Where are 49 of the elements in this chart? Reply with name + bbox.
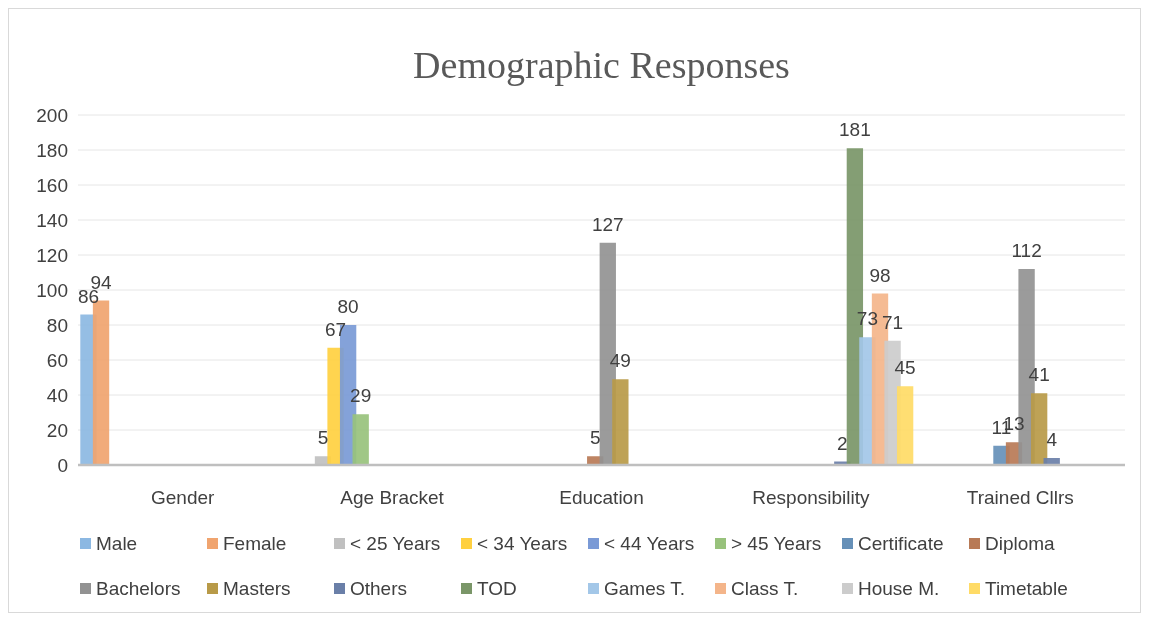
legend-label: Female: [223, 533, 287, 554]
data-label: 181: [839, 119, 871, 141]
y-tick-label: 140: [36, 210, 68, 231]
legend-label: Diploma: [985, 533, 1056, 554]
data-label: 49: [609, 350, 631, 372]
data-label: 2: [837, 432, 848, 454]
y-tick-label: 80: [46, 315, 68, 336]
legend-label: Timetable: [985, 578, 1068, 599]
legend-label: Bachelors: [96, 578, 181, 599]
legend-label: < 34 Years: [477, 533, 568, 554]
legend-label: < 44 Years: [604, 533, 695, 554]
legend-label: Games T.: [604, 578, 685, 599]
y-tick-label: 180: [36, 140, 68, 161]
data-label: 4: [1046, 429, 1058, 450]
data-label: 5: [589, 427, 601, 449]
legend-label: TOD: [477, 578, 517, 599]
legend-label: Certificate: [858, 533, 944, 554]
x-tick-label: Gender: [151, 487, 216, 508]
y-tick-label: 40: [46, 385, 68, 406]
data-label: 80: [337, 296, 359, 317]
bar: [896, 386, 914, 465]
legend-label: Masters: [223, 578, 291, 599]
y-tick-label: 0: [57, 455, 68, 476]
data-label: 41: [1028, 364, 1050, 386]
bar: [352, 414, 369, 465]
y-tick-label: 120: [36, 245, 68, 266]
y-tick-label: 20: [46, 420, 68, 441]
x-tick-label: Education: [559, 487, 644, 508]
x-tick-label: Age Bracket: [340, 487, 445, 508]
chart-title: Demographic Responses: [413, 44, 790, 86]
x-tick-label: Responsibility: [752, 487, 870, 508]
legend-label: > 45 Years: [731, 533, 822, 554]
data-label: 127: [591, 213, 624, 235]
y-tick-label: 60: [46, 350, 68, 371]
bar: [612, 379, 629, 465]
data-label: 112: [1011, 240, 1042, 261]
y-tick-label: 160: [36, 175, 68, 196]
x-tick-label: Trained Cllrs: [966, 487, 1074, 508]
data-label: 98: [869, 264, 891, 286]
legend-label: House M.: [858, 578, 940, 599]
y-tick-label: 200: [36, 105, 68, 126]
legend-label: < 25 Years: [350, 533, 441, 554]
data-label: 45: [894, 357, 916, 379]
legend-label: Male: [96, 533, 138, 554]
legend-label: Class T.: [731, 578, 799, 599]
legend-label: Others: [350, 578, 408, 599]
y-tick-label: 100: [36, 280, 68, 301]
bar: [1030, 393, 1048, 465]
data-label: 73: [856, 308, 879, 330]
